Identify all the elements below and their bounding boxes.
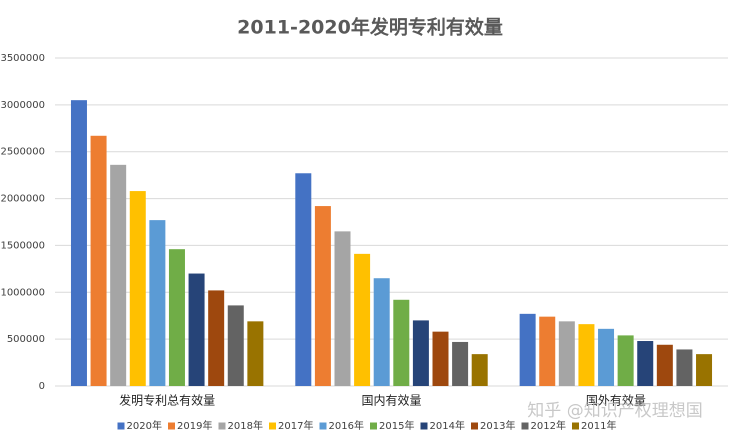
legend-label: 2018年 <box>228 419 263 432</box>
bar <box>519 313 536 386</box>
y-tick-label: 500000 <box>7 334 45 345</box>
y-tick-label: 3500000 <box>0 53 45 64</box>
bar <box>188 273 205 386</box>
legend-swatch <box>370 422 377 430</box>
bar <box>412 320 429 386</box>
bar <box>70 100 87 387</box>
bar <box>432 331 449 386</box>
bar <box>354 253 371 386</box>
bar <box>90 135 107 386</box>
y-tick-label: 1000000 <box>0 287 45 298</box>
legend-label: 2011年 <box>581 419 616 432</box>
bar <box>452 341 469 386</box>
legend-swatch <box>168 422 175 430</box>
bar <box>334 231 351 386</box>
legend-swatch <box>218 422 226 430</box>
bar <box>373 278 390 386</box>
chart-title: 2011-2020年发明专利有效量 <box>237 16 503 39</box>
legend-label: 2017年 <box>278 419 313 432</box>
watermark: 知乎 @知识产权理想国 <box>527 401 702 421</box>
legend-label: 2020年 <box>127 419 162 432</box>
bar <box>598 328 615 386</box>
bar <box>208 290 225 386</box>
bar <box>696 354 713 386</box>
bar <box>578 324 595 386</box>
bar <box>617 335 634 386</box>
legend-swatch <box>420 422 428 430</box>
legend-swatch <box>471 422 478 430</box>
x-tick-label: 国内有效量 <box>361 393 421 408</box>
bar <box>110 164 127 386</box>
bar <box>227 305 244 386</box>
legend-label: 2016年 <box>329 419 364 432</box>
legend-label: 2013年 <box>480 419 515 432</box>
y-tick-label: 1500000 <box>0 240 45 251</box>
legend-label: 2015年 <box>379 419 414 432</box>
legend-swatch <box>572 422 579 430</box>
y-tick-label: 3000000 <box>0 100 45 111</box>
bar <box>539 316 556 386</box>
bar <box>471 354 488 386</box>
x-tick-label: 国外有效量 <box>586 393 646 408</box>
bar <box>129 191 146 386</box>
x-tick-label: 发明专利总有效量 <box>119 393 215 408</box>
legend-label: 2014年 <box>430 419 465 432</box>
y-tick-label: 2000000 <box>0 194 45 205</box>
y-tick-label: 2500000 <box>0 147 45 158</box>
bar <box>676 349 693 386</box>
legend-swatch <box>521 422 529 430</box>
legend-swatch <box>117 422 125 430</box>
legend-label: 2012年 <box>531 419 566 432</box>
bar <box>295 173 312 386</box>
bar <box>314 206 331 386</box>
bar <box>168 249 185 386</box>
bar <box>558 321 575 386</box>
bar <box>247 321 264 386</box>
bar <box>656 344 673 386</box>
legend-swatch <box>319 422 327 430</box>
bar <box>149 220 166 386</box>
legend-swatch <box>269 422 276 430</box>
bar <box>393 299 410 386</box>
legend-label: 2019年 <box>177 419 212 432</box>
y-tick-label: 0 <box>39 381 45 392</box>
bar <box>637 341 654 386</box>
